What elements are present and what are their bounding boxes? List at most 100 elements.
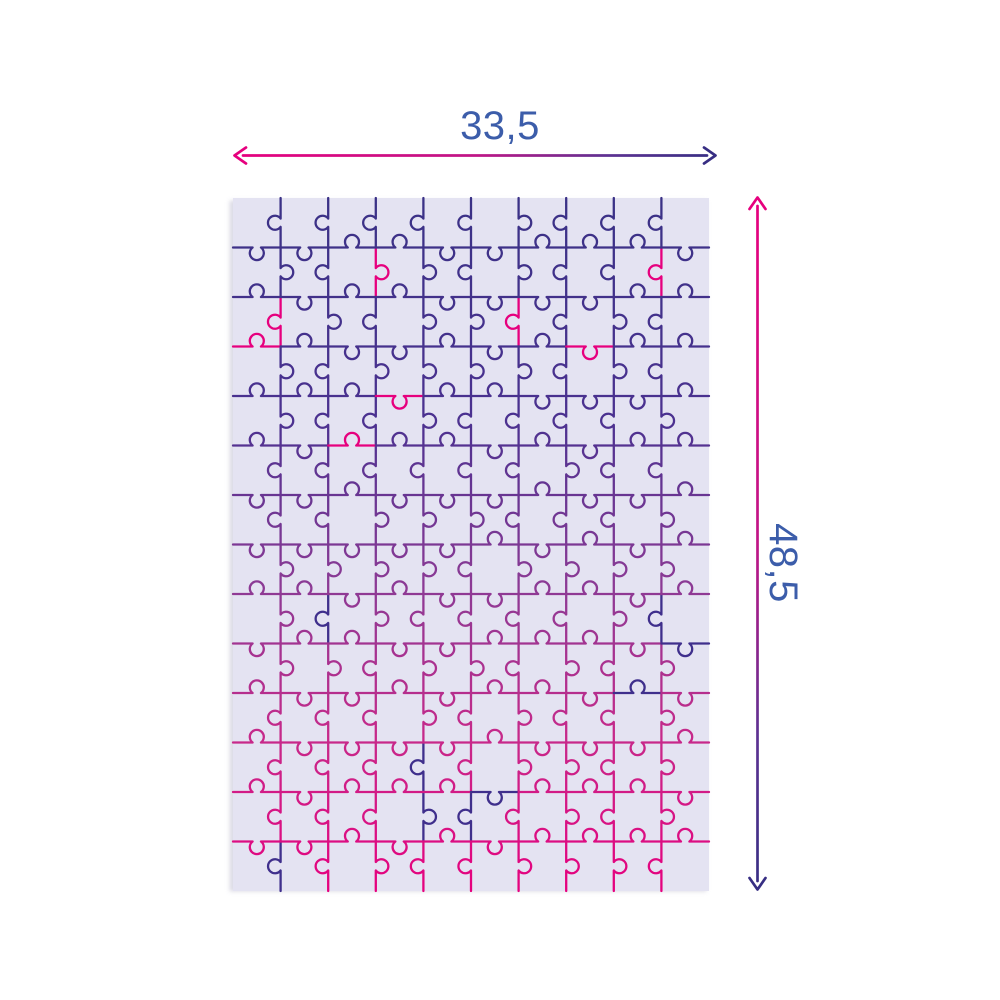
puzzle-piece-edge <box>565 827 615 843</box>
puzzle-piece-edge <box>374 233 425 249</box>
puzzle-piece-edge <box>517 827 568 843</box>
puzzle-piece-edge <box>660 543 676 596</box>
puzzle-piece-edge <box>647 840 663 893</box>
puzzle-piece-edge <box>422 543 438 596</box>
puzzle-piece-edge <box>457 394 473 447</box>
puzzle-piece-edge <box>517 246 533 299</box>
puzzle-piece-edge <box>362 196 377 249</box>
puzzle-piece-edge <box>517 233 568 249</box>
puzzle-piece-edge <box>231 543 282 559</box>
puzzle-piece-edge <box>552 196 568 249</box>
puzzle-piece-edge <box>565 543 580 596</box>
puzzle-piece-edge <box>517 543 533 596</box>
puzzle-piece-edge <box>422 778 473 794</box>
puzzle-piece-edge <box>374 283 425 299</box>
puzzle-piece-edge <box>517 741 533 794</box>
puzzle-piece-edge <box>279 295 330 311</box>
puzzle-piece-edge <box>552 246 568 299</box>
puzzle-piece-edge <box>565 345 615 361</box>
puzzle-piece-edge <box>266 493 282 546</box>
puzzle-piece-edge <box>266 444 282 497</box>
puzzle-piece-edge <box>565 629 615 645</box>
puzzle-piece-edge <box>517 629 568 645</box>
puzzle-piece-edge <box>565 642 580 695</box>
arrowhead-down-icon <box>748 876 767 891</box>
puzzle-piece-edge <box>552 691 568 744</box>
puzzle-piece-edge <box>552 394 568 447</box>
puzzle-piece-edge <box>612 679 663 695</box>
puzzle-piece-edge <box>647 295 663 348</box>
puzzle-piece-edge <box>600 444 615 497</box>
puzzle-piece-edge <box>660 741 676 794</box>
puzzle-piece-edge <box>362 642 377 695</box>
puzzle-piece-edge <box>327 431 377 447</box>
puzzle-piece-edge <box>422 642 438 695</box>
puzzle-piece-edge <box>422 295 438 348</box>
puzzle-piece-edge <box>422 394 438 447</box>
puzzle-piece-edge <box>279 840 330 856</box>
puzzle-piece-edge <box>279 345 295 398</box>
puzzle-piece-edge <box>266 840 282 893</box>
puzzle-piece-edge <box>469 493 485 546</box>
puzzle-piece-edge <box>374 778 425 794</box>
puzzle <box>229 196 711 893</box>
puzzle-piece-edge <box>231 679 282 695</box>
puzzle-piece-edge <box>517 543 568 559</box>
puzzle-piece-edge <box>565 778 615 794</box>
puzzle-piece-edge <box>647 592 663 645</box>
puzzle-piece-outlines <box>231 196 711 893</box>
puzzle-piece-edge <box>314 345 330 398</box>
puzzle-piece-edge <box>469 444 520 460</box>
puzzle-piece-edge <box>422 382 473 398</box>
puzzle-piece-edge <box>565 295 615 311</box>
puzzle-piece-edge <box>565 580 615 596</box>
puzzle-piece-edge <box>266 691 282 744</box>
puzzle-piece-edge <box>504 444 520 497</box>
puzzle-piece-edge <box>327 778 377 794</box>
puzzle-piece-edge <box>231 283 282 299</box>
puzzle-piece-edge <box>457 444 473 497</box>
puzzle-piece-edge <box>314 493 330 546</box>
puzzle-piece-edge <box>469 295 485 348</box>
puzzle-piece-edge <box>517 580 568 596</box>
puzzle-piece-edge <box>517 196 533 249</box>
puzzle-piece-edge <box>362 444 377 497</box>
puzzle-piece-edge <box>612 543 663 559</box>
puzzle-piece-edge <box>422 332 473 348</box>
puzzle-piece-edge <box>612 233 663 249</box>
puzzle-piece-edge <box>469 345 520 361</box>
puzzle-piece-edge <box>565 444 615 460</box>
puzzle-piece-edge <box>327 382 377 398</box>
puzzle-piece-edge <box>612 592 628 645</box>
puzzle-piece-edge <box>279 444 330 460</box>
puzzle-piece-edge <box>517 679 568 695</box>
puzzle-piece-edge <box>231 431 282 447</box>
puzzle-piece-edge <box>374 431 425 447</box>
puzzle-piece-edge <box>327 827 377 843</box>
puzzle-piece-edge <box>279 246 295 299</box>
puzzle-piece-edge <box>422 827 473 843</box>
puzzle-piece-edge <box>231 778 282 794</box>
puzzle-piece-edge <box>231 246 282 262</box>
puzzle-piece-edge <box>612 431 663 447</box>
puzzle-piece-edge <box>552 295 568 348</box>
puzzle-piece-edge <box>612 394 663 410</box>
puzzle-piece-edge <box>422 246 438 299</box>
puzzle-piece-edge <box>612 493 663 509</box>
puzzle-piece-edge <box>279 543 330 559</box>
puzzle-piece-edge <box>600 790 615 843</box>
puzzle-piece-edge <box>374 493 390 546</box>
puzzle-piece-edge <box>279 394 295 447</box>
puzzle-piece-edge <box>469 295 520 311</box>
puzzle-piece-edge <box>612 592 663 608</box>
puzzle-piece-edge <box>314 394 330 447</box>
puzzle-piece-edge <box>409 196 425 249</box>
puzzle-piece-edge <box>660 790 711 806</box>
puzzle-piece-edge <box>422 295 473 311</box>
puzzle-piece-edge <box>612 543 628 596</box>
puzzle-piece-edge <box>422 246 473 262</box>
puzzle-piece-edge <box>612 827 663 843</box>
puzzle-piece-edge <box>517 332 568 348</box>
puzzle-piece-edge <box>279 691 330 707</box>
